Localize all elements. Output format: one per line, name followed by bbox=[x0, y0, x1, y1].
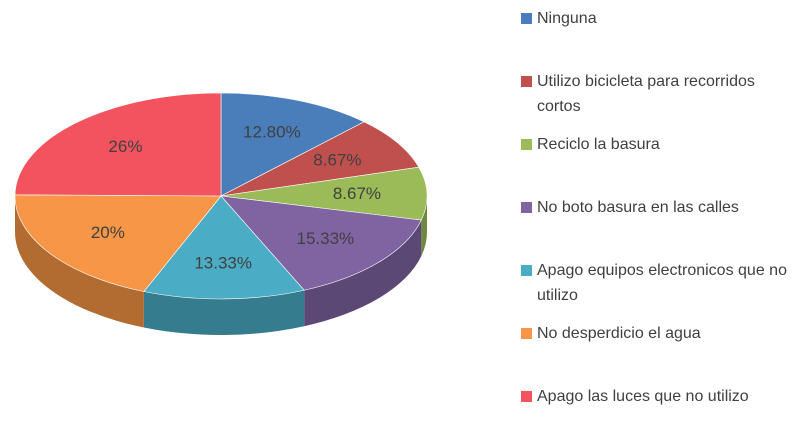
legend-swatch bbox=[521, 139, 532, 150]
pie-slice bbox=[220, 166, 428, 221]
data-label: 8.67% bbox=[313, 150, 361, 169]
pie-plot: 12.80% 8.67% 8.67% 15.33% 13.33% 20% 26% bbox=[14, 92, 428, 336]
data-label: 12.80% bbox=[243, 122, 301, 141]
legend-item: Utilizo bicicleta para recorridos cortos bbox=[521, 69, 796, 119]
pie-side bbox=[421, 196, 427, 257]
legend-item: Apago equipos electronicos que no utiliz… bbox=[521, 258, 796, 308]
legend-item: Apago las luces que no utilizo bbox=[521, 384, 796, 409]
legend-item: Reciclo la basura bbox=[521, 132, 796, 157]
pie-slice bbox=[220, 121, 420, 197]
legend-label: Ninguna bbox=[537, 10, 597, 27]
legend-item: Ninguna bbox=[521, 6, 796, 31]
legend-label: Apago equipos electronicos que no utiliz… bbox=[537, 262, 787, 304]
legend-swatch bbox=[521, 391, 532, 402]
legend-swatch bbox=[521, 13, 532, 24]
legend-item: No boto basura en las calles bbox=[521, 195, 796, 220]
legend-swatch bbox=[521, 76, 532, 87]
legend-label: Utilizo bicicleta para recorridos cortos bbox=[537, 73, 755, 115]
data-label: 26% bbox=[108, 137, 142, 156]
pie-slice bbox=[14, 92, 222, 197]
legend-swatch bbox=[521, 328, 532, 339]
legend-label: No boto basura en las calles bbox=[537, 199, 739, 216]
legend-label: Reciclo la basura bbox=[537, 136, 660, 153]
legend-swatch bbox=[521, 265, 532, 276]
pie-slice bbox=[14, 194, 222, 292]
pie-side bbox=[143, 290, 305, 336]
legend-swatch bbox=[521, 202, 532, 213]
legend-label: Apago las luces que no utilizo bbox=[537, 388, 749, 405]
data-label: 15.33% bbox=[297, 229, 355, 248]
pie-slice bbox=[220, 195, 422, 291]
legend-label: No desperdicio el agua bbox=[537, 325, 701, 342]
pie-slice bbox=[143, 195, 305, 300]
data-label: 13.33% bbox=[194, 253, 252, 272]
data-label: 8.67% bbox=[333, 184, 381, 203]
data-label: 20% bbox=[91, 223, 125, 242]
legend-item: No desperdicio el agua bbox=[521, 321, 796, 346]
pie-side bbox=[15, 196, 144, 328]
pie-slice bbox=[220, 92, 365, 197]
pie-side bbox=[304, 220, 422, 327]
